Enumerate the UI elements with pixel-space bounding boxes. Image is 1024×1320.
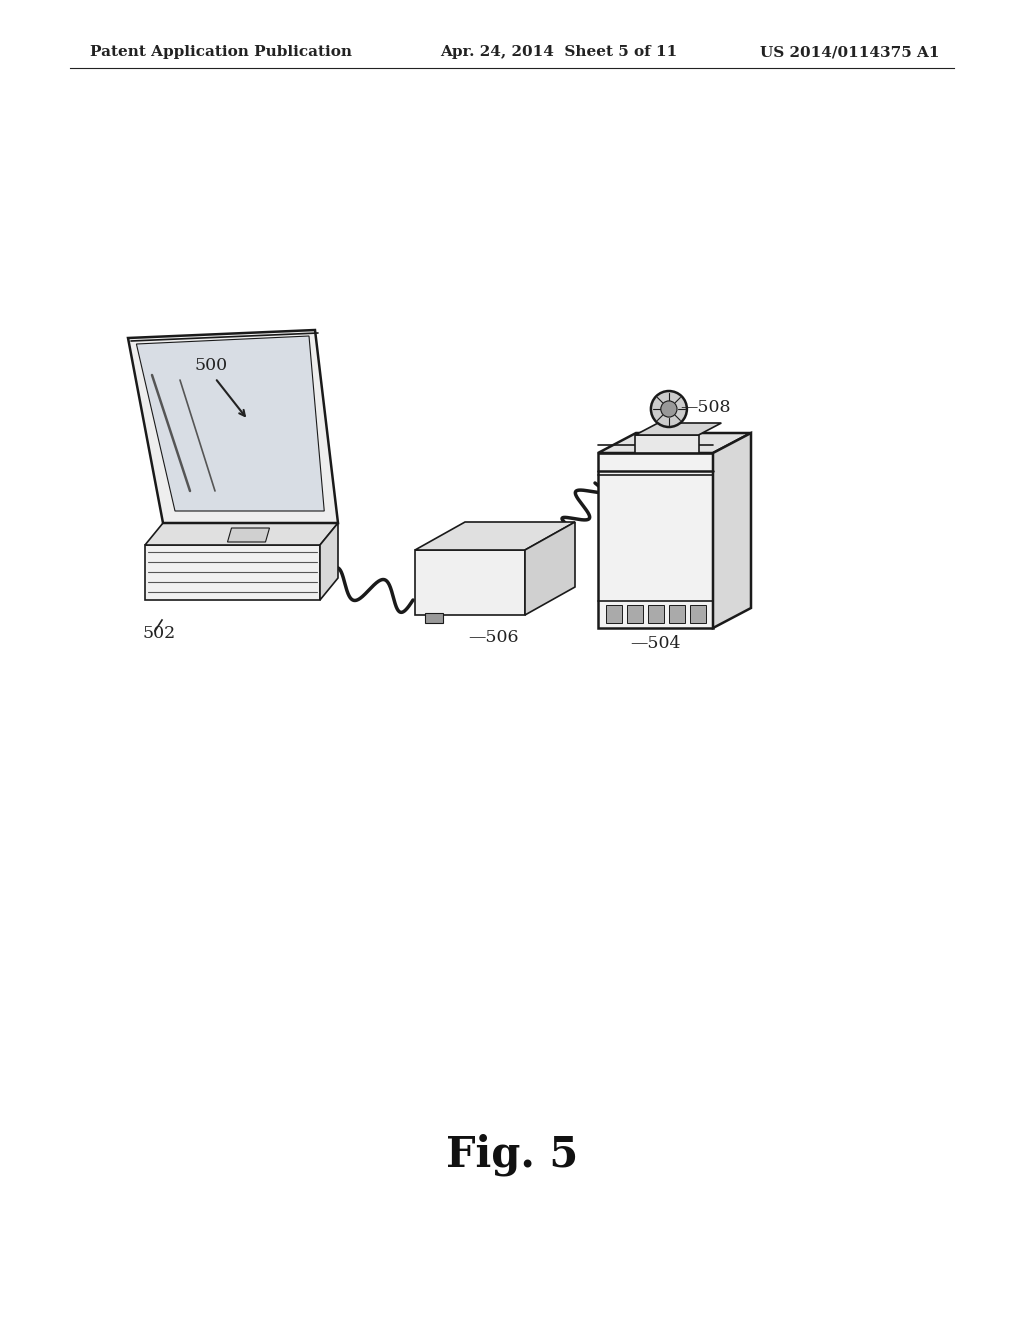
Bar [627, 605, 643, 623]
Polygon shape [145, 545, 319, 601]
Text: Fig. 5: Fig. 5 [445, 1134, 579, 1176]
Text: US 2014/0114375 A1: US 2014/0114375 A1 [761, 45, 940, 59]
Polygon shape [136, 337, 325, 511]
Polygon shape [635, 422, 721, 436]
Text: —504: —504 [630, 635, 681, 652]
Polygon shape [598, 453, 713, 628]
Circle shape [651, 391, 687, 426]
Text: 500: 500 [195, 356, 228, 374]
Text: 502: 502 [143, 624, 176, 642]
Bar [425, 612, 443, 623]
Text: —506: —506 [468, 630, 518, 645]
Polygon shape [525, 521, 575, 615]
Polygon shape [415, 550, 525, 615]
Polygon shape [598, 433, 751, 453]
Bar [606, 605, 622, 623]
Polygon shape [713, 433, 751, 628]
Text: —508: —508 [680, 399, 730, 416]
Polygon shape [415, 521, 575, 550]
Bar [669, 605, 685, 623]
Polygon shape [145, 523, 338, 545]
Polygon shape [319, 523, 338, 601]
Bar [648, 605, 664, 623]
Polygon shape [635, 436, 698, 453]
Circle shape [660, 401, 677, 417]
Text: Patent Application Publication: Patent Application Publication [90, 45, 352, 59]
Polygon shape [128, 330, 338, 523]
Polygon shape [227, 528, 269, 543]
Text: Apr. 24, 2014  Sheet 5 of 11: Apr. 24, 2014 Sheet 5 of 11 [440, 45, 677, 59]
Bar [690, 605, 706, 623]
